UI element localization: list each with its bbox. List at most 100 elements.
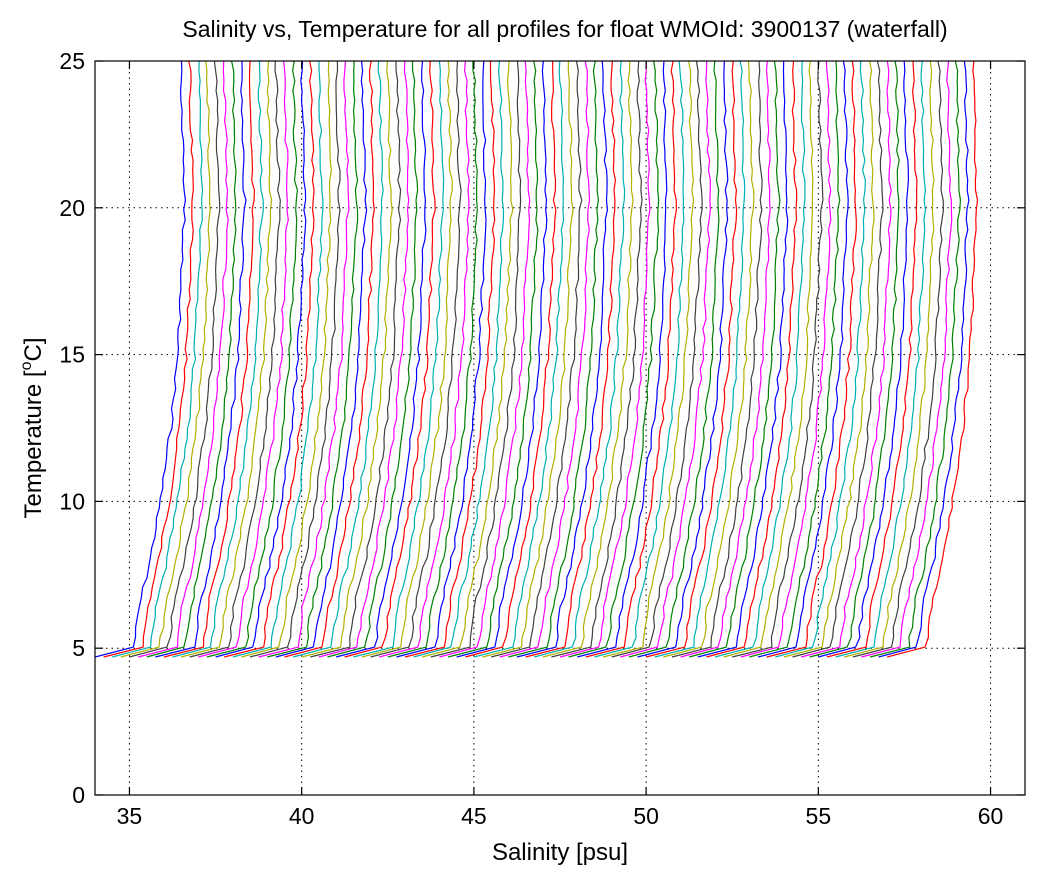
profile-line bbox=[327, 61, 419, 658]
profile-line bbox=[757, 61, 849, 658]
profile-line bbox=[525, 61, 616, 658]
profile-line bbox=[404, 61, 496, 658]
profile-line bbox=[620, 61, 711, 658]
profile-lines bbox=[95, 61, 979, 658]
profile-line bbox=[361, 61, 453, 658]
x-tick-label: 60 bbox=[978, 803, 1004, 829]
plot-frame bbox=[94, 60, 1026, 796]
profile-line bbox=[473, 61, 565, 658]
profile-line bbox=[387, 61, 478, 658]
profile-line bbox=[112, 61, 204, 658]
profile-line bbox=[602, 61, 695, 658]
profile-line bbox=[456, 61, 548, 658]
profile-line bbox=[559, 61, 651, 658]
profile-line bbox=[292, 61, 384, 658]
profile-line bbox=[766, 61, 857, 658]
y-axis-label-unit: C] bbox=[20, 338, 47, 362]
profile-line bbox=[189, 61, 281, 658]
profile-line bbox=[370, 61, 462, 658]
profile-line bbox=[714, 61, 806, 658]
profile-line bbox=[180, 61, 273, 658]
profile-line bbox=[275, 61, 368, 658]
profile-line bbox=[232, 61, 324, 658]
x-tick-label: 50 bbox=[633, 803, 659, 829]
profile-line bbox=[318, 61, 410, 658]
profile-line bbox=[224, 61, 315, 658]
profile-line bbox=[835, 61, 927, 658]
profile-line bbox=[499, 61, 591, 658]
profile-line bbox=[568, 61, 660, 658]
profile-line bbox=[413, 61, 505, 658]
x-tick-label: 40 bbox=[289, 803, 315, 829]
axis-ticks bbox=[95, 60, 1025, 796]
profile-line bbox=[137, 61, 229, 658]
profile-line bbox=[792, 61, 884, 658]
profile-line bbox=[146, 61, 237, 658]
profile-line bbox=[482, 61, 574, 658]
profile-line bbox=[215, 61, 307, 658]
profile-line bbox=[861, 61, 953, 658]
y-tick-label: 15 bbox=[59, 342, 85, 368]
chart-title: Salinity vs, Temperature for all profile… bbox=[182, 16, 947, 42]
profile-line bbox=[120, 61, 211, 658]
profile-line bbox=[740, 61, 832, 658]
profile-line bbox=[732, 61, 824, 658]
y-tick-labels: 0 5 10 15 20 25 bbox=[59, 48, 85, 808]
profile-line bbox=[129, 61, 221, 658]
profile-line bbox=[396, 61, 487, 658]
profile-line bbox=[172, 61, 264, 658]
x-tick-labels: 35 40 45 50 55 60 bbox=[117, 803, 1004, 829]
profile-line bbox=[697, 61, 789, 658]
profile-line bbox=[353, 61, 445, 658]
profile-line bbox=[335, 61, 427, 658]
profile-line bbox=[379, 61, 470, 658]
profile-line bbox=[869, 61, 961, 658]
profile-line bbox=[534, 61, 626, 658]
profile-line bbox=[723, 61, 814, 658]
x-tick-label: 35 bbox=[117, 803, 143, 829]
profile-line bbox=[155, 61, 247, 658]
profile-line bbox=[430, 61, 522, 658]
profile-line bbox=[198, 61, 289, 658]
profile-line bbox=[594, 61, 685, 658]
profile-line bbox=[163, 61, 255, 658]
profile-line bbox=[887, 61, 979, 658]
profile-line bbox=[258, 61, 350, 658]
profile-line bbox=[577, 61, 668, 658]
profile-line bbox=[447, 61, 539, 658]
profile-line bbox=[671, 61, 763, 658]
profile-line bbox=[663, 61, 755, 658]
profile-line bbox=[611, 61, 703, 658]
profile-line bbox=[422, 61, 514, 658]
y-axis-label-main: Temperature [ bbox=[20, 370, 47, 518]
profile-line bbox=[241, 61, 332, 658]
x-axis-label: Salinity [psu] bbox=[492, 839, 628, 866]
profile-line bbox=[818, 61, 909, 658]
profile-line bbox=[551, 61, 643, 658]
profile-line bbox=[516, 61, 608, 658]
profile-line bbox=[878, 61, 970, 658]
profile-line bbox=[852, 61, 944, 658]
y-axis-label: Temperature [oC] bbox=[18, 338, 47, 519]
profile-line bbox=[465, 61, 557, 658]
profile-line bbox=[706, 61, 798, 658]
profile-line bbox=[284, 61, 375, 658]
y-tick-label: 10 bbox=[59, 488, 85, 514]
profile-line bbox=[645, 61, 738, 658]
profile-line bbox=[749, 61, 841, 658]
profile-line bbox=[809, 61, 900, 658]
profile-line bbox=[95, 61, 186, 658]
x-tick-label: 45 bbox=[461, 803, 487, 829]
profile-line bbox=[775, 61, 866, 658]
profile-line bbox=[542, 61, 634, 658]
profile-line bbox=[628, 61, 720, 658]
profile-line bbox=[439, 61, 531, 658]
y-tick-label: 25 bbox=[59, 48, 85, 74]
y-axis-label-degree: o bbox=[18, 361, 35, 370]
profile-line bbox=[800, 61, 892, 658]
profile-line bbox=[585, 61, 677, 658]
profile-line bbox=[310, 61, 402, 658]
profile-line bbox=[249, 61, 341, 658]
profile-line bbox=[689, 61, 781, 658]
